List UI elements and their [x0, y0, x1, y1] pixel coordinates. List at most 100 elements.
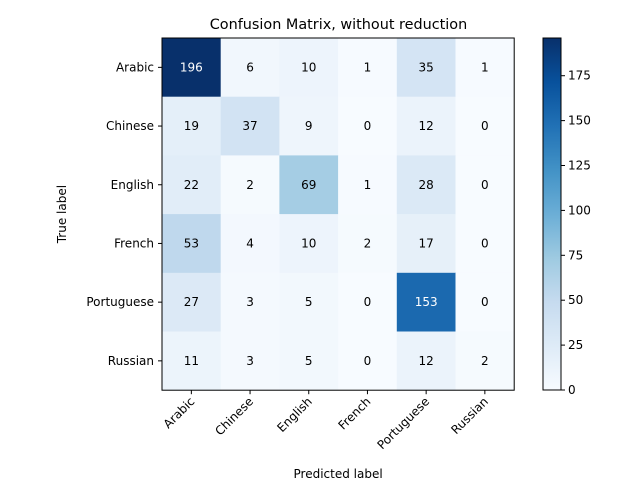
- heatmap-cell: [220, 214, 280, 274]
- heatmap-cell: [279, 38, 339, 98]
- heatmap-cell: [455, 214, 515, 274]
- cell-value-label: 35: [419, 60, 434, 74]
- cell-value-label: 1: [481, 60, 489, 74]
- cell-value-label: 53: [184, 236, 199, 250]
- cell-value-label: 12: [419, 119, 434, 133]
- cell-value-label: 69: [301, 178, 316, 192]
- colorbar-tick-label: 125: [568, 159, 591, 173]
- x-axis-ticks: Arabic Chinese English French Portuguese Russ…: [161, 390, 491, 452]
- cell-value-label: 0: [481, 119, 489, 133]
- colorbar-tick-label: 0: [568, 383, 576, 397]
- cell-value-label: 22: [184, 178, 199, 192]
- heatmap-cell: [162, 331, 222, 391]
- heatmap-cell: [162, 272, 222, 332]
- cell-value-label: 4: [246, 236, 254, 250]
- cell-value-label: 0: [481, 295, 489, 309]
- heatmap-cell: [162, 96, 222, 156]
- cell-value-label: 19: [184, 119, 199, 133]
- y-axis-label: True label: [55, 185, 69, 244]
- heatmap-cell: [396, 272, 456, 332]
- y-tick-label: Arabic: [116, 60, 154, 74]
- cell-value-label: 153: [415, 295, 438, 309]
- heatmap-cell: [279, 272, 339, 332]
- heatmap-cell: [455, 155, 515, 215]
- y-tick-label: Chinese: [106, 119, 154, 133]
- cell-value-label: 6: [246, 60, 254, 74]
- heatmap-cell: [162, 38, 222, 98]
- colorbar-ticks: 0 25 50 75 100 125 150 175: [561, 69, 591, 397]
- cell-value-label: 37: [242, 119, 257, 133]
- heatmap-cell: [220, 272, 280, 332]
- cell-value-label: 0: [481, 178, 489, 192]
- cell-value-label: 196: [180, 60, 203, 74]
- heatmap-cell: [338, 272, 398, 332]
- heatmap-cell: [220, 38, 280, 98]
- x-tick-label: English: [274, 394, 315, 435]
- heatmap-cell: [162, 214, 222, 274]
- heatmap-cell: [220, 155, 280, 215]
- heatmap-cell: [455, 96, 515, 156]
- colorbar-tick-label: 100: [568, 203, 591, 217]
- cell-value-label: 17: [419, 236, 434, 250]
- x-tick-label: Arabic: [161, 394, 198, 431]
- cell-value-label: 5: [305, 354, 313, 368]
- heatmap-cell: [338, 214, 398, 274]
- heatmap-cells: [162, 38, 515, 391]
- cell-value-label: 2: [364, 236, 372, 250]
- heatmap-cell: [396, 155, 456, 215]
- cell-value-label: 0: [364, 295, 372, 309]
- colorbar-tick-label: 50: [568, 293, 583, 307]
- heatmap-cell: [396, 96, 456, 156]
- heatmap-cell: [220, 96, 280, 156]
- heatmap-cell: [338, 155, 398, 215]
- cell-value-label: 2: [246, 178, 254, 192]
- cell-value-label: 11: [184, 354, 199, 368]
- heatmap-cell: [396, 331, 456, 391]
- x-tick-label: French: [335, 394, 373, 432]
- heatmap-cell: [279, 155, 339, 215]
- chart-title: Confusion Matrix, without reduction: [210, 17, 467, 33]
- heatmap-cell: [338, 331, 398, 391]
- cell-value-label: 12: [419, 354, 434, 368]
- cell-value-label: 10: [301, 60, 316, 74]
- x-tick-label: Portuguese: [375, 394, 433, 452]
- cell-value-label: 5: [305, 295, 313, 309]
- plot-frame: [161, 37, 515, 391]
- heatmap-cell: [162, 155, 222, 215]
- heatmap-cell: [455, 331, 515, 391]
- heatmap-cell-labels: 196 6 10 1 35 119 37 9 0 12 022 2 69 1 28 053 4 10 2 17 027 3…: [180, 60, 489, 368]
- y-tick-label: English: [111, 178, 154, 192]
- cell-value-label: 1: [364, 178, 372, 192]
- heatmap-cell: [338, 96, 398, 156]
- cell-value-label: 27: [184, 295, 199, 309]
- cell-value-label: 1: [364, 60, 372, 74]
- y-tick-label: French: [114, 236, 154, 250]
- y-tick-label: Russian: [108, 354, 154, 368]
- heatmap-cell: [279, 214, 339, 274]
- heatmap-cell: [279, 331, 339, 391]
- x-axis-label: Predicted label: [294, 467, 383, 480]
- y-tick-label: Portuguese: [86, 295, 154, 309]
- colorbar-tick-label: 150: [568, 114, 591, 128]
- heatmap-cell: [455, 38, 515, 98]
- cell-value-label: 3: [246, 295, 254, 309]
- heatmap-cell: [396, 38, 456, 98]
- heatmap-cell: [279, 96, 339, 156]
- cell-value-label: 10: [301, 236, 316, 250]
- heatmap-cell: [338, 38, 398, 98]
- colorbar-tick-label: 75: [568, 248, 583, 262]
- colorbar: [542, 37, 562, 391]
- heatmap-cell: [220, 331, 280, 391]
- colorbar-tick-label: 175: [568, 69, 591, 83]
- cell-value-label: 0: [481, 236, 489, 250]
- cell-value-label: 3: [246, 354, 254, 368]
- cell-value-label: 0: [364, 119, 372, 133]
- x-tick-label: Russian: [448, 394, 491, 437]
- heatmap-cell: [455, 272, 515, 332]
- cell-value-label: 28: [419, 178, 434, 192]
- cell-value-label: 2: [481, 354, 489, 368]
- colorbar-tick-label: 25: [568, 338, 583, 352]
- x-tick-label: Chinese: [212, 394, 256, 438]
